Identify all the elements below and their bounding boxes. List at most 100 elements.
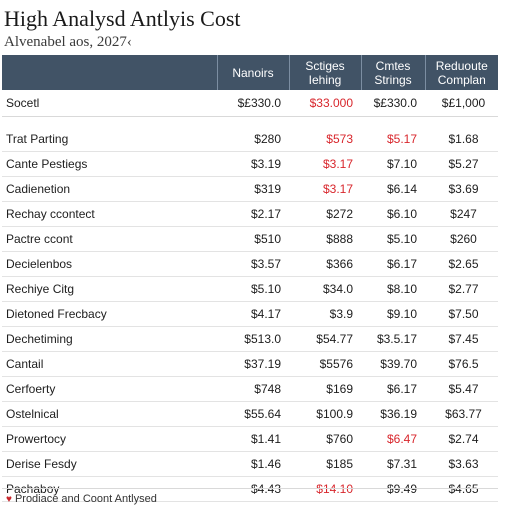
cell-value: $36.19 (361, 401, 425, 427)
cell-value: $169 (289, 376, 361, 402)
cell-value: $4.65 (425, 476, 498, 502)
cell-value: $9.49 (361, 476, 425, 502)
cell-value: $888 (289, 226, 361, 252)
cell-value: $6.47 (361, 426, 425, 452)
cell-value: $63.77 (425, 401, 498, 427)
cell-value: $6.17 (361, 376, 425, 402)
row-label: Socetl (2, 90, 217, 117)
table-row: Dechetiming $513.0 $54.77 $3.5.17 $7.45 (2, 326, 498, 352)
table-row: Cante Pestiegs $3.19 $3.17 $7.10 $5.27 (2, 151, 498, 177)
cell-value: $513.0 (217, 326, 289, 352)
table-row: Pactre ccont $510 $888 $5.10 $260 (2, 226, 498, 252)
cell-value: $5576 (289, 351, 361, 377)
table-row: Derise Fesdy $1.46 $185 $7.31 $3.63 (2, 451, 498, 477)
cell-value: $£330.0 (217, 90, 289, 117)
cell-value: $5.17 (361, 127, 425, 152)
cell-value: $5.27 (425, 151, 498, 177)
cell-value: $1.46 (217, 451, 289, 477)
cell-value: $4.17 (217, 301, 289, 327)
cell-value: $6.17 (361, 251, 425, 277)
cell-value: $2.77 (425, 276, 498, 302)
spacer-cell (289, 117, 361, 128)
row-label: Rechiye Citg (2, 276, 217, 302)
cell-value: $3.17 (289, 176, 361, 202)
row-label: Rechay ccontect (2, 201, 217, 227)
column-header-4[interactable]: Reduoute Complan (424, 55, 498, 90)
cell-value: $£330.0 (361, 90, 425, 117)
column-header-blank (2, 55, 217, 90)
cell-value: $5.10 (217, 276, 289, 302)
cell-value: $7.50 (425, 301, 498, 327)
cell-value: $185 (289, 451, 361, 477)
column-header-1[interactable]: Nanoirs (216, 55, 289, 90)
column-header-2[interactable]: Sctiges Iehing (288, 55, 361, 90)
row-label: Pactre ccont (2, 226, 217, 252)
summary-row: Socetl $£330.0 $33.000 $£330.0 $£1,000 (2, 90, 498, 117)
cell-value: $3.9 (289, 301, 361, 327)
cell-value: $1.68 (425, 127, 498, 152)
row-label: Trat Parting (2, 127, 217, 152)
cell-value: $7.45 (425, 326, 498, 352)
footer-text: Prodiace and Coont Antlysed (14, 493, 157, 505)
cell-value: $573 (289, 127, 361, 152)
cell-value: $6.10 (361, 201, 425, 227)
table-row: Cadienetion $319 $3.17 $6.14 $3.69 (2, 176, 498, 202)
table-header-row: Nanoirs Sctiges Iehing Cmtes Strings Red… (2, 55, 498, 90)
spacer-cell (217, 117, 289, 128)
row-label: Cadienetion (2, 176, 217, 202)
cell-value: $8.10 (361, 276, 425, 302)
cell-value: $3.63 (425, 451, 498, 477)
table-row: Rechiye Citg $5.10 $34.0 $8.10 $2.77 (2, 276, 498, 302)
cell-value: $510 (217, 226, 289, 252)
row-label: Decielenbos (2, 251, 217, 277)
row-label: Cantail (2, 351, 217, 377)
cell-value: $2.74 (425, 426, 498, 452)
heart-icon: ♥ (6, 494, 12, 505)
cell-value: $9.10 (361, 301, 425, 327)
row-label: Dietoned Frecbacy (2, 301, 217, 327)
cell-value: $748 (217, 376, 289, 402)
cell-value: $6.14 (361, 176, 425, 202)
cell-value: $14.10 (289, 476, 361, 502)
cell-value: $260 (425, 226, 498, 252)
cell-value: $3.5.17 (361, 326, 425, 352)
cell-value: $760 (289, 426, 361, 452)
cell-value: $76.5 (425, 351, 498, 377)
cell-value: $280 (217, 127, 289, 152)
row-label: Derise Fesdy (2, 451, 217, 477)
cell-value: $7.10 (361, 151, 425, 177)
cell-value: $55.64 (217, 401, 289, 427)
cell-value: $39.70 (361, 351, 425, 377)
cell-value: $3.69 (425, 176, 498, 202)
table-row: Pachaboy $4.43 $14.10 $9.49 $4.65 (2, 476, 498, 502)
cell-value: $£1,000 (425, 90, 498, 117)
page-subtitle: Alvenabel aos, 2027‹ (4, 34, 132, 50)
spacer-cell (425, 117, 498, 128)
cell-value: $7.31 (361, 451, 425, 477)
cell-value: $2.17 (217, 201, 289, 227)
table-row: Rechay ccontect $2.17 $272 $6.10 $247 (2, 201, 498, 227)
cell-value: $100.9 (289, 401, 361, 427)
cell-value: $247 (425, 201, 498, 227)
spacer-cell (2, 117, 217, 128)
row-label: Dechetiming (2, 326, 217, 352)
table-row: Ostelnical $55.64 $100.9 $36.19 $63.77 (2, 401, 498, 427)
cell-value: $366 (289, 251, 361, 277)
cell-value: $2.65 (425, 251, 498, 277)
column-header-3[interactable]: Cmtes Strings (360, 55, 425, 90)
table-row: Dietoned Frecbacy $4.17 $3.9 $9.10 $7.50 (2, 301, 498, 327)
cell-value: $37.19 (217, 351, 289, 377)
cell-value: $33.000 (289, 90, 361, 117)
table-row: Cerfoerty $748 $169 $6.17 $5.47 (2, 376, 498, 402)
cell-value: $34.0 (289, 276, 361, 302)
row-spacer (2, 117, 498, 128)
bottom-divider (2, 488, 498, 489)
row-label: Prowertocy (2, 426, 217, 452)
row-label: Cante Pestiegs (2, 151, 217, 177)
page-title: High Analysd Antlyis Cost (4, 6, 241, 31)
cell-value: $3.57 (217, 251, 289, 277)
table-body: Socetl $£330.0 $33.000 $£330.0 $£1,000 Trat P… (2, 90, 498, 502)
table-row: Trat Parting $280 $573 $5.17 $1.68 (2, 127, 498, 152)
cost-table: Nanoirs Sctiges Iehing Cmtes Strings Red… (2, 55, 498, 502)
cell-value: $5.10 (361, 226, 425, 252)
